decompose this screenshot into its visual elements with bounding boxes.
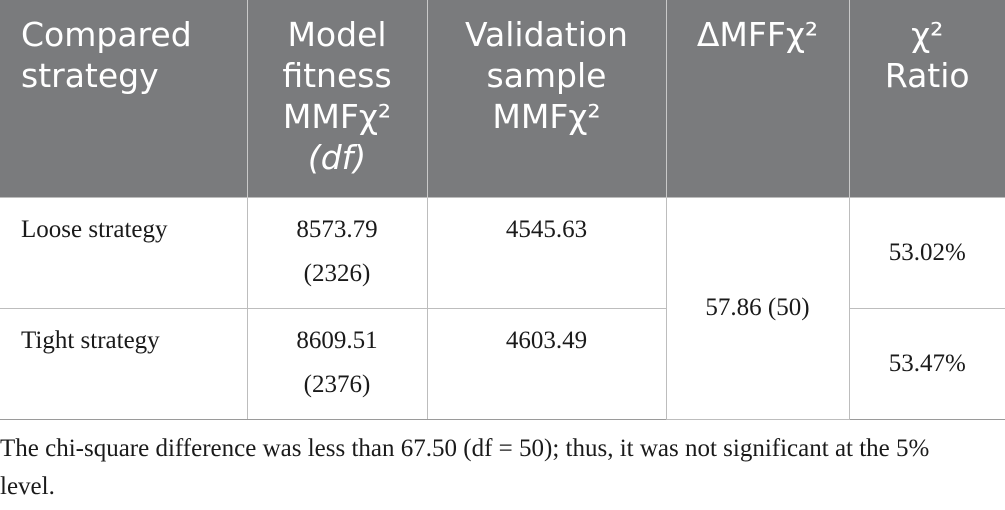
comparison-table: Compared strategy Model fitness MMFχ² (d… [0,0,1005,420]
header-text: strategy [21,56,159,95]
header-text: Validation [465,15,628,54]
header-text: ΔMFFχ² [696,15,819,54]
header-model-fitness: Model fitness MMFχ² (df) [246,0,427,197]
ratio-cell: 53.02% [848,196,1005,309]
header-compared-strategy: Compared strategy [0,0,247,197]
fitness-cell: 8609.51 (2376) [246,307,428,420]
ratio-cell: 53.47% [848,307,1005,420]
header-text: fitness [282,56,392,95]
table-row: Tight strategy 8609.51 (2376) 4603.49 53… [0,307,1005,420]
header-text: χ² [911,15,944,54]
strategy-cell: Loose strategy [0,196,248,309]
fitness-value: 8573.79 [296,215,378,243]
header-ratio: χ² Ratio [848,0,1005,197]
header-text: Model [287,15,387,54]
header-text: Compared [21,15,192,54]
header-delta: ΔMFFχ² [665,0,849,197]
strategy-cell: Tight strategy [0,307,248,420]
df-value: (2326) [303,259,371,287]
header-row: Compared strategy Model fitness MMFχ² (d… [0,0,1005,197]
header-text: MMFχ² [492,97,601,136]
df-value: (2376) [303,370,371,398]
validation-cell: 4603.49 [426,307,667,420]
header-validation-sample: Validation sample MMFχ² [426,0,666,197]
header-text: (df) [307,138,367,177]
fitness-value: 8609.51 [296,326,378,354]
header-text: sample [486,56,607,95]
delta-cell: 57.86 (50) [665,196,850,420]
table-row: Loose strategy 8573.79 (2326) 4545.63 57… [0,196,1005,420]
table-footnote: The chi-square difference was less than … [0,435,930,500]
header-text: Ratio [884,56,970,95]
header-text: MMFχ² [282,97,392,136]
fitness-cell: 8573.79 (2326) [246,196,428,309]
validation-cell: 4545.63 [426,196,667,309]
